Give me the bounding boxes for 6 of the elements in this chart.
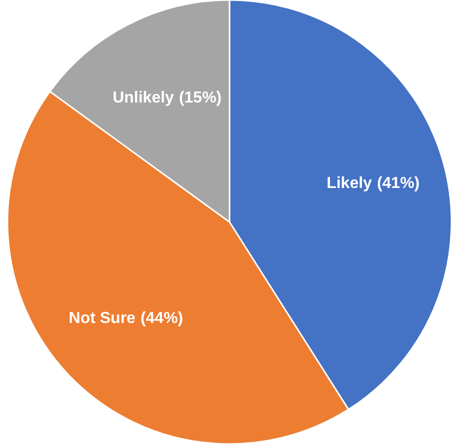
data-label: (41%) [376,174,420,192]
slice-label: Not Sure [68,310,136,327]
data-label: (15%) [178,89,222,106]
data-label: (44%) [140,310,184,327]
slice-label: Likely [326,174,372,192]
slice-label: Unlikely [112,89,174,106]
